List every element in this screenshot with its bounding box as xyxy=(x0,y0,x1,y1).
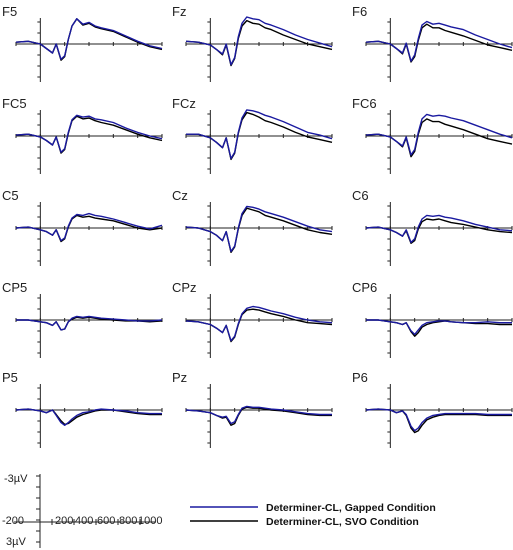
panel-fcz: FCz xyxy=(172,96,333,174)
series-line-svo xyxy=(15,18,163,61)
series-line-gapped xyxy=(15,114,163,153)
panel-fc5: FC5 xyxy=(2,96,163,174)
series-line-svo xyxy=(365,218,513,245)
channel-label: F5 xyxy=(2,4,17,19)
channel-label: Pz xyxy=(172,370,187,385)
series-line-gapped xyxy=(365,113,513,156)
channel-label: CP6 xyxy=(352,280,377,295)
legend-label-svo: Determiner-CL, SVO Condition xyxy=(266,516,419,528)
scale-x-tick-label: 200 xyxy=(55,515,73,527)
panel-p5: P5 xyxy=(2,370,163,448)
channel-label: FC5 xyxy=(2,96,27,111)
panel-fz: Fz xyxy=(172,4,333,82)
series-line-gapped xyxy=(16,315,163,331)
channel-label: F6 xyxy=(352,4,367,19)
channel-label: P5 xyxy=(2,370,18,385)
series-line-gapped xyxy=(185,405,332,425)
panel-p6: P6 xyxy=(352,370,513,448)
scale-bar-x-ticks xyxy=(51,519,141,525)
series-line-gapped xyxy=(366,319,512,336)
channel-label: CPz xyxy=(172,280,197,295)
series-line-gapped xyxy=(185,205,333,253)
series-line-gapped xyxy=(186,109,333,160)
panel-f6: F6 xyxy=(352,4,513,82)
panel-c6: C6 xyxy=(352,188,513,266)
scale-x-tick-label: -200 xyxy=(2,515,24,527)
scale-y-bottom-label: 3µV xyxy=(6,536,26,548)
scale-bar-y-ticks xyxy=(36,475,40,543)
channel-label: C5 xyxy=(2,188,19,203)
channel-label: CP5 xyxy=(2,280,27,295)
series-line-gapped xyxy=(185,305,333,342)
scale-y-top-label: -3µV xyxy=(4,473,28,485)
series-line-gapped xyxy=(15,18,163,61)
panel-f5: F5 xyxy=(2,4,163,82)
series-line-gapped xyxy=(15,212,163,242)
channel-label: Cz xyxy=(172,188,188,203)
channel-label: FC6 xyxy=(352,96,377,111)
scale-x-tick-label: 600 xyxy=(97,515,115,527)
series-line-gapped xyxy=(185,16,333,66)
series-line-gapped xyxy=(365,408,512,432)
electrode-panels: F5 Fz F6 FC5 FCz FC6 C5 Cz C6 CP5 CPz CP6 P5 Pz P6 xyxy=(2,4,513,448)
channel-label: P6 xyxy=(352,370,368,385)
legend-label-gapped: Determiner-CL, Gapped Condition xyxy=(266,502,436,514)
scale-x-tick-label: 1000 xyxy=(138,515,162,527)
panel-cp6: CP6 xyxy=(352,280,513,358)
scale-x-tick-label: 800 xyxy=(119,515,137,527)
series-line-gapped xyxy=(15,408,162,427)
series-line-gapped xyxy=(365,20,513,62)
channel-label: FCz xyxy=(172,96,196,111)
series-line-gapped xyxy=(365,214,513,244)
panel-cpz: CPz xyxy=(172,280,333,358)
panel-pz: Pz xyxy=(172,370,333,448)
scale-x-tick-label: 400 xyxy=(75,515,93,527)
channel-label: C6 xyxy=(352,188,369,203)
legend: Determiner-CL, Gapped Condition Determin… xyxy=(190,502,436,528)
panel-cp5: CP5 xyxy=(2,280,163,358)
panel-cz: Cz xyxy=(172,188,333,266)
panel-fc6: FC6 xyxy=(352,96,513,174)
scale-bar: -3µV 3µV -200 200 400 600 800 1000 xyxy=(2,473,162,548)
panel-c5: C5 xyxy=(2,188,163,266)
series-line-svo xyxy=(185,308,333,343)
channel-label: Fz xyxy=(172,4,186,19)
